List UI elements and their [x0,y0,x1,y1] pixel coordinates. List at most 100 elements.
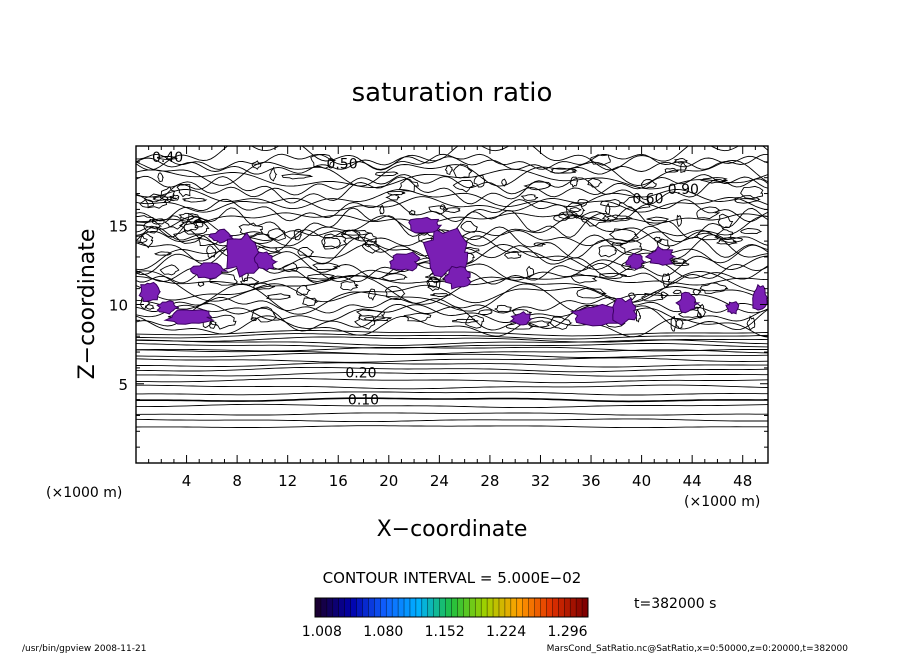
contour-line [136,391,768,396]
contour-loop [159,186,176,203]
supersaturated-region [253,251,279,272]
colorbar-tick-label: 1.008 [302,624,342,640]
colorbar-cell [404,598,411,617]
contour-line [136,384,768,390]
contour-loop [676,214,683,227]
contour-line [136,196,768,213]
contour-loop [398,178,419,193]
contour-loop [340,229,361,240]
colorbar-cell [558,598,565,617]
contour-loop [293,228,303,241]
contour-loop [444,165,454,175]
contour-line [136,270,768,305]
contour-loop [664,167,679,173]
contour-loop [671,262,690,267]
contour-line [136,159,768,187]
footer-left: /usr/bin/gpview 2008-11-21 [22,644,146,654]
contour-loop [143,218,163,234]
colorbar-cell [315,598,322,617]
contour-loop [640,179,657,189]
colorbar-cell [576,598,583,617]
contour-line [136,357,768,363]
colorbar-tick-label: 1.224 [486,624,526,640]
contour-loop [439,204,446,210]
colorbar-cell [445,598,452,617]
contour-loop [143,193,169,209]
colorbar-cell [433,598,441,617]
x-unit-left: (×1000 m) [46,485,122,501]
contour-loop [281,173,314,180]
contour-loop [152,196,177,201]
contour-line [136,425,768,429]
contour-line [136,366,768,373]
x-unit-right: (×1000 m) [684,494,760,510]
colorbar-cell [409,598,417,617]
contour-loop [430,293,451,297]
contour-loop [599,272,627,279]
supersaturated-region [443,265,472,290]
contour-line [136,330,768,337]
supersaturated-region [509,311,534,326]
contour-loop [570,176,579,189]
contour-loop [566,202,586,219]
colorbar-cell [498,598,506,617]
contour-loop [696,303,707,319]
contour-loop [238,222,264,237]
contour-loop [620,239,643,255]
colorbar-cell [398,598,405,617]
contour-loop [265,293,291,300]
contour-loop [452,179,475,193]
contour-line [136,403,768,409]
colorbar-cell [415,598,423,617]
contour-loop [172,230,203,244]
contour-loop [340,281,359,291]
contour-loop [375,171,399,177]
contour-loop [692,288,702,296]
contour-loop [675,318,684,329]
colorbar-cell [362,598,369,617]
contour-interval-label: CONTOUR INTERVAL = 5.000E−02 [323,569,582,587]
contour-loop [520,194,539,201]
contour-loop [656,238,671,252]
contour-loop [426,276,440,288]
supersaturated-region [644,245,677,266]
colorbar-cell [570,598,577,617]
contour-loop [382,273,408,282]
contour-loop [622,195,651,211]
contour-loop [442,207,461,213]
contour-loop [501,178,507,187]
contour-line [136,336,768,343]
contour-loop [164,215,185,230]
supersaturated-region [752,283,768,311]
contour-loop [408,209,416,216]
contour-loop [178,212,195,221]
supersaturated-region [226,232,264,278]
contour-loop [307,273,335,283]
contour-loop [740,185,764,199]
contour-loop [206,245,217,259]
colorbar-tick-label: 1.080 [363,624,403,640]
colorbar-cell [522,598,530,617]
contour-loop [239,277,260,287]
contour-loop [151,218,165,225]
contour-loop [570,273,598,284]
contour-line [136,397,768,403]
contour-line [136,212,768,224]
supersaturated-region [190,262,229,280]
contour-loop [154,251,173,256]
contour-label: 0.50 [326,156,357,172]
colorbar-cell [374,598,381,617]
contour-loop [159,264,180,276]
x-tick-label: 44 [683,472,702,490]
contour-line [136,418,768,423]
colorbar-cell [463,598,470,617]
contour-loop [354,315,376,330]
x-tick-label: 28 [480,472,499,490]
y-tick-label: 5 [118,376,128,394]
contour-loop [176,183,192,198]
contour-loop [611,242,624,247]
contour-line [136,174,768,198]
colorbar-cell [320,598,328,617]
x-tick-label: 24 [430,472,449,490]
contour-loop [341,229,371,236]
